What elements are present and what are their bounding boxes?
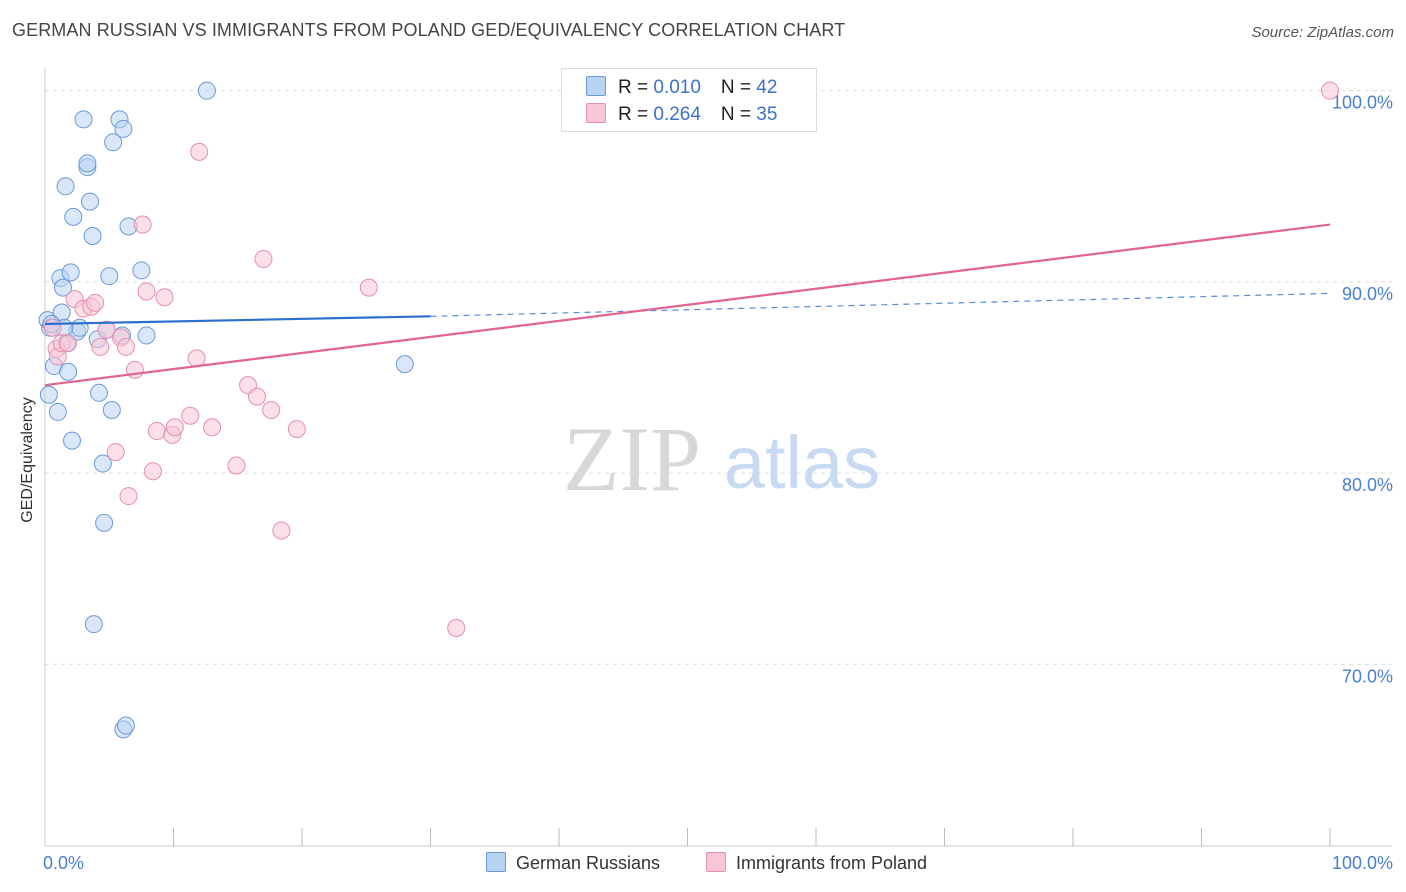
bottom-legend-swatch-pink — [706, 852, 726, 872]
data-point-german-russians — [95, 513, 114, 532]
x-tick-label-min: 0.0% — [43, 853, 84, 873]
series-german-russians — [38, 81, 414, 739]
watermark-zip: ZIP — [563, 408, 701, 510]
data-point-immigrants-poland — [272, 521, 291, 540]
data-point-german-russians — [137, 326, 156, 345]
data-point-german-russians — [56, 177, 75, 196]
legend-r-value: 0.264 — [653, 104, 701, 125]
data-point-immigrants-poland — [86, 293, 105, 312]
trend-line-german-russians-extension — [430, 292, 1331, 317]
y-tick-label: 90.0% — [1342, 284, 1393, 304]
source-credit: Source: ZipAtlas.com — [1251, 24, 1394, 41]
legend: R = 0.010 N = 42 R = 0.264 N = 35 — [561, 68, 817, 132]
data-point-german-russians — [93, 454, 112, 473]
watermark: ZIP atlas — [563, 408, 880, 510]
data-point-immigrants-poland — [1321, 81, 1339, 100]
data-point-german-russians — [197, 81, 216, 100]
bottom-legend: German Russians Immigrants from Poland — [0, 852, 1406, 878]
data-point-immigrants-poland — [125, 360, 144, 379]
series-immigrants-poland — [43, 81, 1339, 638]
legend-r-label: R = — [618, 77, 654, 98]
data-point-immigrants-poland — [248, 387, 267, 406]
legend-swatch-blue — [586, 76, 606, 96]
data-point-german-russians — [102, 401, 121, 420]
bottom-legend-german-russians: German Russians — [486, 852, 660, 874]
data-point-immigrants-poland — [137, 282, 156, 301]
data-point-german-russians — [70, 318, 89, 337]
data-point-immigrants-poland — [43, 318, 62, 337]
bottom-legend-label: German Russians — [516, 853, 661, 873]
data-point-immigrants-poland — [116, 337, 135, 356]
data-point-german-russians — [61, 263, 80, 282]
data-point-german-russians — [395, 355, 414, 374]
data-point-german-russians — [59, 362, 78, 381]
data-point-immigrants-poland — [97, 320, 116, 339]
data-point-german-russians — [78, 154, 97, 173]
data-point-german-russians — [80, 192, 99, 211]
legend-n-label: N = — [720, 77, 757, 98]
y-tick-label: 80.0% — [1342, 475, 1393, 495]
data-point-immigrants-poland — [119, 487, 138, 506]
data-point-german-russians — [39, 385, 58, 404]
data-point-german-russians — [114, 119, 133, 138]
data-point-immigrants-poland — [155, 288, 174, 307]
data-point-immigrants-poland — [165, 418, 184, 437]
data-point-immigrants-poland — [262, 401, 281, 420]
data-point-immigrants-poland — [190, 142, 209, 161]
legend-r-value: 0.010 — [653, 77, 701, 98]
trend-line-german-russians — [44, 315, 431, 326]
chart-title: GERMAN RUSSIAN VS IMMIGRANTS FROM POLAND… — [12, 20, 846, 40]
legend-swatch-pink — [586, 103, 606, 123]
data-point-immigrants-poland — [227, 456, 246, 475]
trend-line-immigrants-poland — [44, 223, 1331, 387]
legend-r-label: R = — [618, 104, 654, 125]
data-point-german-russians — [100, 267, 119, 286]
data-point-german-russians — [62, 431, 81, 450]
grid-lines — [45, 90, 1392, 665]
bottom-legend-label: Immigrants from Poland — [736, 853, 928, 873]
watermark-atlas: atlas — [724, 421, 880, 504]
data-point-german-russians — [84, 615, 103, 634]
bottom-legend-immigrants-poland: Immigrants from Poland — [706, 852, 927, 874]
data-point-immigrants-poland — [187, 349, 206, 368]
data-point-immigrants-poland — [181, 406, 200, 425]
axes — [44, 68, 1392, 847]
data-point-german-russians — [74, 110, 93, 129]
y-tick-label: 100.0% — [1332, 93, 1393, 113]
legend-row-german-russians: R = 0.010 N = 42 — [586, 76, 777, 100]
data-point-immigrants-poland — [447, 619, 466, 638]
data-point-immigrants-poland — [147, 422, 166, 441]
data-point-german-russians — [116, 716, 135, 735]
trend-lines — [44, 223, 1331, 387]
data-point-immigrants-poland — [143, 462, 162, 481]
data-point-immigrants-poland — [203, 418, 222, 437]
x-tick-label-max: 100.0% — [1332, 853, 1393, 873]
legend-n-value: 35 — [756, 104, 778, 125]
data-point-german-russians — [89, 383, 108, 402]
data-point-german-russians — [132, 261, 151, 280]
y-tick-label: 70.0% — [1342, 666, 1393, 686]
data-point-german-russians — [48, 402, 67, 421]
tick-labels: 70.0% 80.0% 90.0% 100.0% 0.0% 100.0% — [43, 93, 1393, 873]
data-point-immigrants-poland — [287, 420, 306, 439]
data-point-german-russians — [83, 227, 102, 246]
data-point-german-russians — [64, 207, 83, 226]
data-point-immigrants-poland — [106, 443, 125, 462]
data-point-immigrants-poland — [59, 334, 78, 353]
data-point-immigrants-poland — [133, 215, 152, 234]
data-point-immigrants-poland — [359, 278, 378, 297]
legend-n-value: 42 — [756, 77, 778, 98]
data-point-immigrants-poland — [254, 249, 273, 268]
legend-row-immigrants-poland: R = 0.264 N = 35 — [586, 103, 777, 127]
data-point-immigrants-poland — [91, 337, 110, 356]
data-point-german-russians — [104, 133, 123, 152]
bottom-legend-swatch-blue — [486, 852, 506, 872]
data-point-german-russians — [53, 278, 72, 297]
legend-n-label: N = — [720, 104, 757, 125]
